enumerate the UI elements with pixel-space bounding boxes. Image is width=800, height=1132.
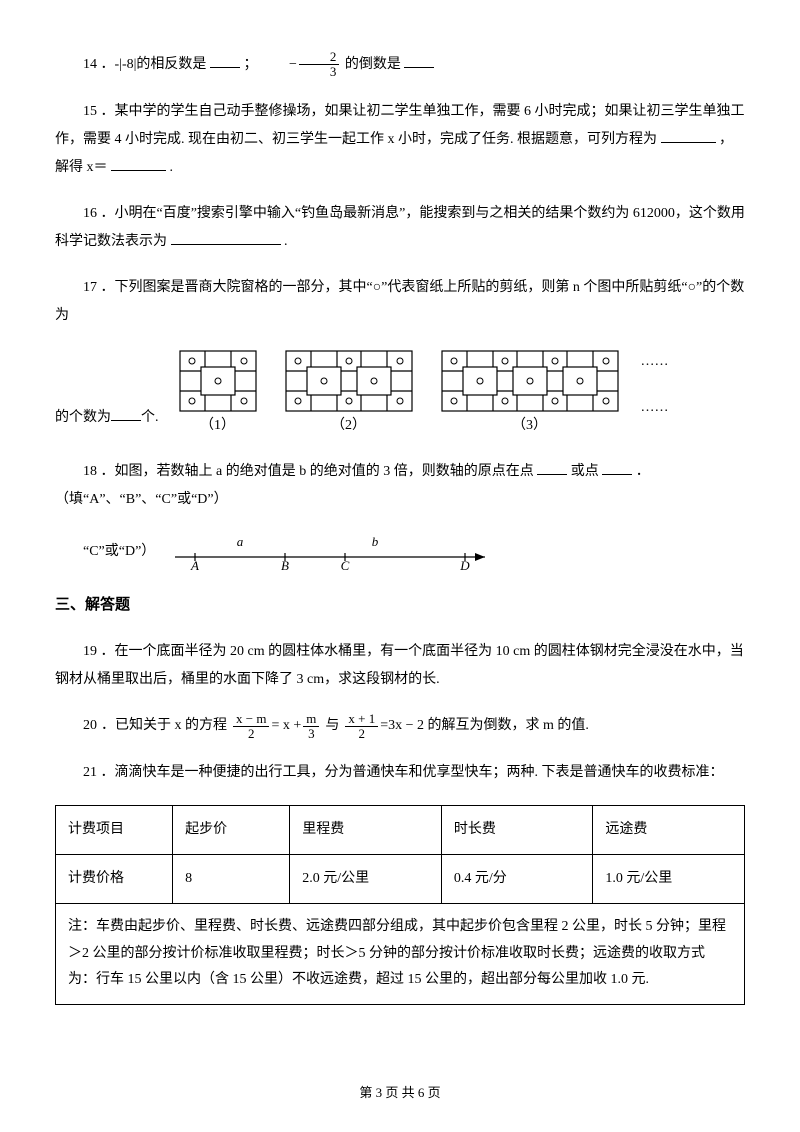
frac-den: 2 <box>233 727 269 741</box>
frac-num: m <box>303 712 319 727</box>
pattern-1-label: （1） <box>179 412 257 440</box>
q21-num: 21 <box>83 765 97 780</box>
q19-num: 19 <box>83 644 97 659</box>
q18-figure-lead: “C”或“D”） <box>83 538 155 566</box>
q15-text3: . <box>170 160 174 175</box>
ellipsis-row: …… …… <box>641 348 669 440</box>
window-pattern-3-svg <box>441 350 619 412</box>
question-16: 16 ．小明在“百度”搜索引擎中输入“钓鱼岛最新消息”，能搜索到与之相关的结果个… <box>55 200 745 256</box>
q15-text1: ．某中学的学生自己动手整修操场，如果让初二学生单独工作，需要 6 小时完成；如果… <box>55 104 745 147</box>
question-18-text: 18 ．如图，若数轴上 a 的绝对值是 b 的绝对值的 3 倍，则数轴的原点在点… <box>55 458 745 514</box>
question-17-text: 17 ．下列图案是晋商大院窗格的一部分，其中“○”代表窗纸上所贴的剪纸，则第 n… <box>55 274 745 330</box>
question-21-text: 21 ．滴滴快车是一种便捷的出行工具，分为普通快车和优享型快车；两种. 下表是普… <box>55 759 745 787</box>
section-3-title: 三、解答题 <box>55 590 745 620</box>
fraction-neg-2-3: − 2 3 <box>261 50 341 80</box>
q14-mid: ； <box>243 57 257 72</box>
q18-text1: ．如图，若数轴上 a 的绝对值是 b 的绝对值的 3 倍，则数轴的原点在点 <box>101 464 534 479</box>
frac-m3: m 3 <box>303 712 319 742</box>
table-cell: 时长费 <box>441 806 593 855</box>
page-footer: 第 3 页 共 6 页 <box>0 1080 800 1106</box>
q17-text1: ．下列图案是晋商大院窗格的一部分，其中“○”代表窗纸上所贴的剪纸，则第 n 个图… <box>55 280 744 323</box>
question-18-figure: “C”或“D”） a b A B C D <box>55 532 745 572</box>
frac-den: 2 <box>345 727 378 741</box>
svg-text:a: a <box>237 534 244 549</box>
q16-text1: ．小明在“百度”搜索引擎中输入“钓鱼岛最新消息”，能搜索到与之相关的结果个数约为… <box>55 206 745 249</box>
frac-xm2: x − m 2 <box>233 712 269 742</box>
q18-text2: 或点 <box>571 464 599 479</box>
pattern-3-label: （3） <box>441 412 619 440</box>
table-row: 计费项目 起步价 里程费 时长费 远途费 <box>56 806 745 855</box>
table-cell: 计费价格 <box>56 855 173 904</box>
number-line-svg: a b A B C D <box>165 532 505 572</box>
frac-num: x + 1 <box>345 712 378 727</box>
blank <box>111 407 141 421</box>
q20-post: =3x − 2 的解互为倒数，求 m 的值. <box>380 712 589 740</box>
frac-den: 3 <box>303 727 319 741</box>
q20-mid1: = x + <box>271 712 301 740</box>
table-cell: 计费项目 <box>56 806 173 855</box>
table-cell: 起步价 <box>173 806 290 855</box>
q14-post: 的倒数是 <box>345 57 401 72</box>
table-cell: 远途费 <box>593 806 745 855</box>
q20-pre: ．已知关于 x 的方程 <box>101 712 227 740</box>
q20-num: 20 <box>83 712 97 740</box>
ellipsis-top: …… <box>641 348 669 376</box>
question-14: 14 ．-|-8|的相反数是 ； − 2 3 的倒数是 <box>55 50 745 80</box>
pattern-3: （3） <box>441 350 619 440</box>
q14-pre: ．-|-8|的相反数是 <box>101 57 207 72</box>
q17-lead: 个. 的个数为个. <box>55 404 159 440</box>
q16-num: 16 <box>83 206 97 221</box>
q17-num: 17 <box>83 280 97 295</box>
frac-num: x − m <box>233 712 269 727</box>
window-pattern-1-svg <box>179 350 257 412</box>
question-15: 15 ．某中学的学生自己动手整修操场，如果让初二学生单独工作，需要 6 小时完成… <box>55 98 745 182</box>
q21-text: ．滴滴快车是一种便捷的出行工具，分为普通快车和优享型快车；两种. 下表是普通快车… <box>101 765 724 780</box>
table-cell: 里程费 <box>290 806 442 855</box>
svg-text:C: C <box>341 558 350 572</box>
q15-num: 15 <box>83 104 97 119</box>
pattern-2-label: （2） <box>285 412 413 440</box>
table-cell: 1.0 元/公里 <box>593 855 745 904</box>
table-row: 注：车费由起步价、里程费、时长费、远途费四部分组成，其中起步价包含里程 2 公里… <box>56 904 745 1005</box>
ellipsis-bottom: …… <box>641 394 669 422</box>
table-note: 注：车费由起步价、里程费、时长费、远途费四部分组成，其中起步价包含里程 2 公里… <box>56 904 745 1005</box>
minus-sign: − <box>261 51 297 79</box>
fee-table: 计费项目 起步价 里程费 时长费 远途费 计费价格 8 2.0 元/公里 0.4… <box>55 805 745 1005</box>
q14-num: 14 <box>83 57 97 72</box>
table-row: 计费价格 8 2.0 元/公里 0.4 元/分 1.0 元/公里 <box>56 855 745 904</box>
blank <box>661 129 716 143</box>
table-cell: 2.0 元/公里 <box>290 855 442 904</box>
blank <box>537 461 567 475</box>
pattern-2: （2） <box>285 350 413 440</box>
q16-text2: . <box>284 234 288 249</box>
blank <box>404 54 434 68</box>
table-cell: 8 <box>173 855 290 904</box>
q19-text: ．在一个底面半径为 20 cm 的圆柱体水桶里，有一个底面半径为 10 cm 的… <box>55 644 744 687</box>
window-pattern-2-svg <box>285 350 413 412</box>
svg-text:A: A <box>190 558 199 572</box>
q18-num: 18 <box>83 464 97 479</box>
blank <box>111 157 166 171</box>
svg-text:B: B <box>281 558 289 572</box>
question-17-figure-row: 个. 的个数为个. （1） <box>55 348 745 440</box>
frac-num: 2 <box>299 50 340 65</box>
table-cell: 0.4 元/分 <box>441 855 593 904</box>
question-20: 20 ．已知关于 x 的方程 x − m 2 = x + m 3 与 x + 1… <box>55 712 745 742</box>
frac-x12: x + 1 2 <box>345 712 378 742</box>
frac-den: 3 <box>299 65 340 79</box>
svg-text:b: b <box>372 534 379 549</box>
blank <box>171 231 281 245</box>
blank <box>602 461 632 475</box>
svg-text:D: D <box>460 558 471 572</box>
question-19: 19 ．在一个底面半径为 20 cm 的圆柱体水桶里，有一个底面半径为 10 c… <box>55 638 745 694</box>
q20-mid2: 与 <box>325 712 339 740</box>
pattern-1: （1） <box>179 350 257 440</box>
blank <box>210 54 240 68</box>
